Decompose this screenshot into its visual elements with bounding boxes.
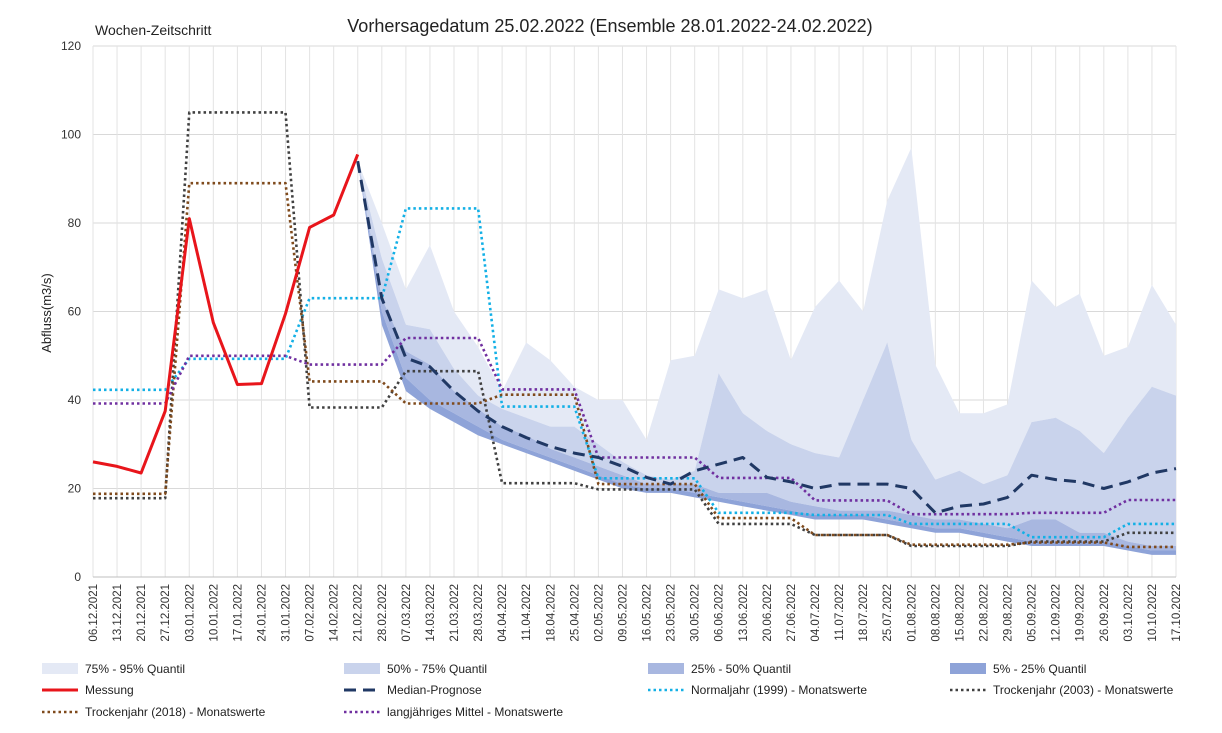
x-tick-label: 25.04.2022 bbox=[569, 584, 581, 642]
y-axis-ticks: 0 20 40 60 80 100 120 bbox=[61, 39, 81, 584]
x-tick-label: 13.06.2022 bbox=[738, 584, 750, 642]
legend-label: 25% - 50% Quantil bbox=[691, 662, 791, 676]
x-tick-label: 02.05.2022 bbox=[593, 584, 605, 642]
legend-label: 75% - 95% Quantil bbox=[85, 662, 185, 676]
x-tick-label: 06.12.2021 bbox=[88, 584, 100, 642]
band-1 bbox=[357, 147, 1176, 485]
x-tick-label: 27.06.2022 bbox=[786, 584, 798, 642]
series-line-5 bbox=[93, 181, 1176, 549]
legend-label: langjähriges Mittel - Monatswerte bbox=[387, 705, 563, 719]
x-tick-label: 18.04.2022 bbox=[545, 584, 557, 642]
x-tick-label: 14.03.2022 bbox=[425, 584, 437, 642]
x-tick-label: 04.07.2022 bbox=[810, 584, 822, 642]
y-tick-label: 100 bbox=[61, 128, 81, 142]
y-tick-label: 20 bbox=[68, 482, 82, 496]
x-tick-label: 28.02.2022 bbox=[377, 584, 389, 642]
y-tick-label: 0 bbox=[74, 570, 81, 584]
x-axis-ticks: 06.12.2021 13.12.2021 20.12.2021 27.12.2021… bbox=[88, 584, 1183, 642]
x-tick-label: 29.08.2022 bbox=[1003, 584, 1015, 642]
y-tick-label: 60 bbox=[68, 305, 82, 319]
y-tick-label: 80 bbox=[68, 216, 82, 230]
band-3 bbox=[357, 161, 1176, 551]
series-lines bbox=[92, 111, 1177, 549]
x-tick-label: 07.03.2022 bbox=[401, 584, 413, 642]
x-tick-label: 24.01.2022 bbox=[257, 584, 269, 642]
legend-swatch bbox=[648, 663, 684, 674]
legend: 75% - 95% Quantil 50% - 75% Quantil 25% - … bbox=[42, 662, 1174, 719]
x-tick-label: 06.06.2022 bbox=[714, 584, 726, 642]
x-tick-label: 20.06.2022 bbox=[762, 584, 774, 642]
x-tick-label: 31.01.2022 bbox=[281, 584, 293, 642]
x-tick-label: 21.03.2022 bbox=[449, 584, 461, 642]
x-tick-label: 20.12.2021 bbox=[136, 584, 148, 642]
x-tick-label: 10.10.2022 bbox=[1147, 584, 1159, 642]
legend-label: Trockenjahr (2018) - Monatswerte bbox=[85, 705, 266, 719]
series-line-1 bbox=[92, 153, 360, 475]
legend-swatch bbox=[950, 663, 986, 674]
x-tick-label: 09.05.2022 bbox=[618, 584, 630, 642]
x-tick-label: 22.08.2022 bbox=[979, 584, 991, 642]
x-tick-label: 27.12.2021 bbox=[160, 584, 172, 642]
x-tick-label: 21.02.2022 bbox=[353, 584, 365, 642]
x-tick-label: 18.07.2022 bbox=[858, 584, 870, 642]
x-tick-label: 17.10.2022 bbox=[1171, 584, 1183, 642]
y-tick-label: 40 bbox=[68, 393, 82, 407]
x-tick-label: 13.12.2021 bbox=[112, 584, 124, 642]
x-tick-label: 10.01.2022 bbox=[208, 584, 220, 642]
legend-swatch bbox=[344, 663, 380, 674]
x-tick-label: 23.05.2022 bbox=[666, 584, 678, 642]
x-tick-label: 03.01.2022 bbox=[184, 584, 196, 642]
x-tick-label: 19.09.2022 bbox=[1075, 584, 1087, 642]
x-tick-label: 03.10.2022 bbox=[1123, 584, 1135, 642]
chart-title: Vorhersagedatum 25.02.2022 (Ensemble 28.… bbox=[347, 16, 872, 36]
x-tick-label: 12.09.2022 bbox=[1051, 584, 1063, 642]
x-tick-label: 11.04.2022 bbox=[521, 584, 533, 641]
x-tick-label: 05.09.2022 bbox=[1027, 584, 1039, 642]
x-tick-label: 11.07.2022 bbox=[834, 584, 846, 641]
x-tick-label: 25.07.2022 bbox=[882, 584, 894, 642]
series-line-6 bbox=[93, 336, 1176, 516]
x-tick-label: 16.05.2022 bbox=[642, 584, 654, 642]
chart-subtitle: Wochen-Zeitschritt bbox=[95, 22, 212, 38]
legend-label: 5% - 25% Quantil bbox=[993, 662, 1086, 676]
x-tick-label: 17.01.2022 bbox=[232, 584, 244, 642]
x-tick-label: 07.02.2022 bbox=[305, 584, 317, 642]
legend-label: 50% - 75% Quantil bbox=[387, 662, 487, 676]
legend-label: Normaljahr (1999) - Monatswerte bbox=[691, 683, 867, 697]
series-line-2 bbox=[356, 160, 1177, 515]
legend-label: Messung bbox=[85, 683, 134, 697]
x-tick-label: 04.04.2022 bbox=[497, 584, 509, 642]
x-tick-label: 01.08.2022 bbox=[906, 584, 918, 642]
x-tick-label: 26.09.2022 bbox=[1099, 584, 1111, 642]
x-tick-label: 28.03.2022 bbox=[473, 584, 485, 642]
legend-label: Median-Prognose bbox=[387, 683, 482, 697]
y-tick-label: 120 bbox=[61, 39, 81, 53]
x-tick-label: 30.05.2022 bbox=[690, 584, 702, 642]
x-tick-label: 15.08.2022 bbox=[954, 584, 966, 642]
x-tick-label: 08.08.2022 bbox=[930, 584, 942, 642]
legend-label: Trockenjahr (2003) - Monatswerte bbox=[993, 683, 1174, 697]
legend-swatch bbox=[42, 663, 78, 674]
x-tick-label: 14.02.2022 bbox=[329, 584, 341, 642]
y-axis-label: Abfluss(m3/s) bbox=[39, 273, 54, 352]
